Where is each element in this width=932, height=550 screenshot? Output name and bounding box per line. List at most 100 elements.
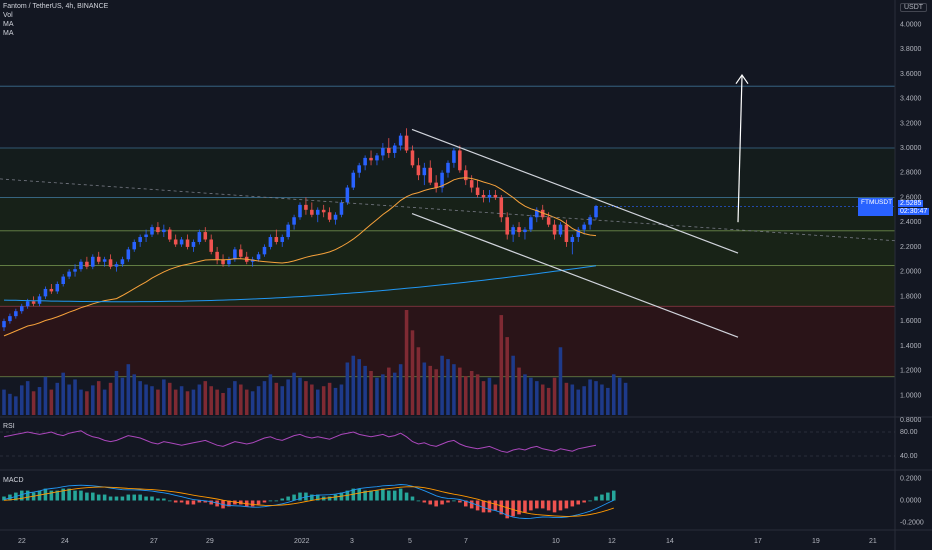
volume-bar (67, 384, 71, 415)
volume-bar (576, 389, 581, 415)
time-tick-2: 27 (150, 538, 158, 545)
candle-body (132, 241, 137, 250)
price-tick-1: 3.8000 (900, 46, 922, 53)
price-tick-11: 1.8000 (900, 293, 922, 300)
volume-bar (262, 381, 267, 415)
candle-body (108, 259, 113, 267)
macd-hist-bar (576, 500, 581, 505)
candle-body (529, 217, 533, 230)
indicator-vol[interactable]: Vol (3, 12, 13, 19)
candle-body (357, 165, 361, 173)
macd-hist-bar (493, 500, 498, 511)
volume-bar (469, 370, 474, 415)
macd-hist-bar (487, 500, 492, 513)
volume-bar (197, 384, 202, 415)
volume-bar (582, 386, 586, 415)
macd-hist-bar (505, 500, 509, 519)
macd-hist-bar (381, 488, 385, 501)
volume-bar (156, 389, 160, 415)
price-tick-9: 2.2000 (900, 244, 922, 251)
candle-body (310, 209, 314, 215)
volume-bar (179, 386, 184, 415)
candle-body (416, 165, 421, 176)
candle-body (91, 256, 95, 267)
macd-hist-bar (197, 500, 202, 503)
macd-hist-bar (274, 500, 279, 502)
volume-bar (535, 381, 539, 415)
volume-bar (381, 374, 385, 415)
candle-body (452, 150, 456, 163)
rsi-pane-label[interactable]: RSI (3, 423, 15, 430)
candle-body (239, 249, 243, 257)
symbol-title[interactable]: Fantom / TetherUS, 4h, BINANCE (3, 3, 109, 10)
bar-countdown-label: 02:30:47 (898, 208, 930, 215)
candle-body (292, 217, 296, 225)
macd-hist-bar (570, 500, 575, 507)
macd-hist-bar (55, 490, 60, 501)
volume-bar (493, 384, 498, 415)
macd-hist-bar (392, 490, 397, 501)
indicator-ma-1[interactable]: MA (3, 21, 14, 28)
macd-hist-bar (564, 500, 569, 509)
candle-body (227, 259, 231, 265)
volume-bar (546, 387, 551, 415)
macd-hist-bar (511, 500, 515, 517)
candle-body (262, 246, 267, 255)
volume-bar (552, 377, 557, 415)
macd-hist-bar (91, 492, 95, 501)
candle-body (369, 157, 373, 161)
candle-body (493, 194, 498, 198)
rsi-tick-0: 80.00 (900, 429, 918, 436)
price-tick-10: 2.0000 (900, 269, 922, 276)
candle-body (392, 145, 397, 153)
zone-band-2 (0, 197, 895, 231)
volume-bar (570, 384, 575, 415)
candle-body (85, 261, 89, 267)
volume-bar (8, 393, 12, 415)
macd-hist-bar (558, 500, 563, 511)
candle-body (67, 271, 71, 277)
volume-bar (150, 386, 154, 415)
candle-body (114, 264, 119, 267)
candle-body (274, 237, 279, 242)
volume-bar (487, 377, 492, 415)
volume-bar (73, 379, 77, 415)
volume-bar (475, 374, 480, 415)
candle-body (410, 150, 415, 166)
target-arrow-shaft (737, 76, 743, 223)
candle-body (79, 261, 83, 270)
indicator-ma-2[interactable]: MA (3, 30, 14, 37)
candle-body (582, 224, 586, 230)
candle-body (37, 296, 42, 304)
volume-bar (452, 364, 456, 415)
volume-bar (387, 367, 391, 415)
volume-bar (173, 389, 178, 415)
volume-bar (463, 376, 468, 415)
price-tick-16: 0.8000 (900, 417, 922, 424)
ma-long-line (3, 265, 597, 303)
volume-bar (250, 391, 255, 415)
currency-label[interactable]: USDT (900, 3, 928, 12)
volume-bar (61, 372, 65, 415)
volume-bar (55, 382, 60, 415)
macd-hist-bar (108, 496, 113, 501)
macd-hist-bar (363, 490, 367, 501)
candle-body (576, 229, 581, 238)
candle-body (315, 209, 320, 215)
candle-body (535, 209, 539, 218)
zone-band-3 (0, 230, 895, 266)
volume-bar (120, 377, 125, 415)
volume-bar (499, 315, 504, 415)
volume-bar (523, 374, 527, 415)
volume-bar (422, 362, 427, 415)
macd-hist-bar (315, 494, 320, 501)
macd-hist-bar (452, 500, 456, 502)
candle-body (179, 239, 184, 245)
macd-pane-label[interactable]: MACD (3, 477, 24, 484)
macd-hist-bar (144, 496, 148, 501)
candle-body (185, 239, 190, 247)
volume-bar (96, 381, 101, 415)
volume-bar (511, 355, 515, 415)
volume-bar (298, 377, 302, 415)
